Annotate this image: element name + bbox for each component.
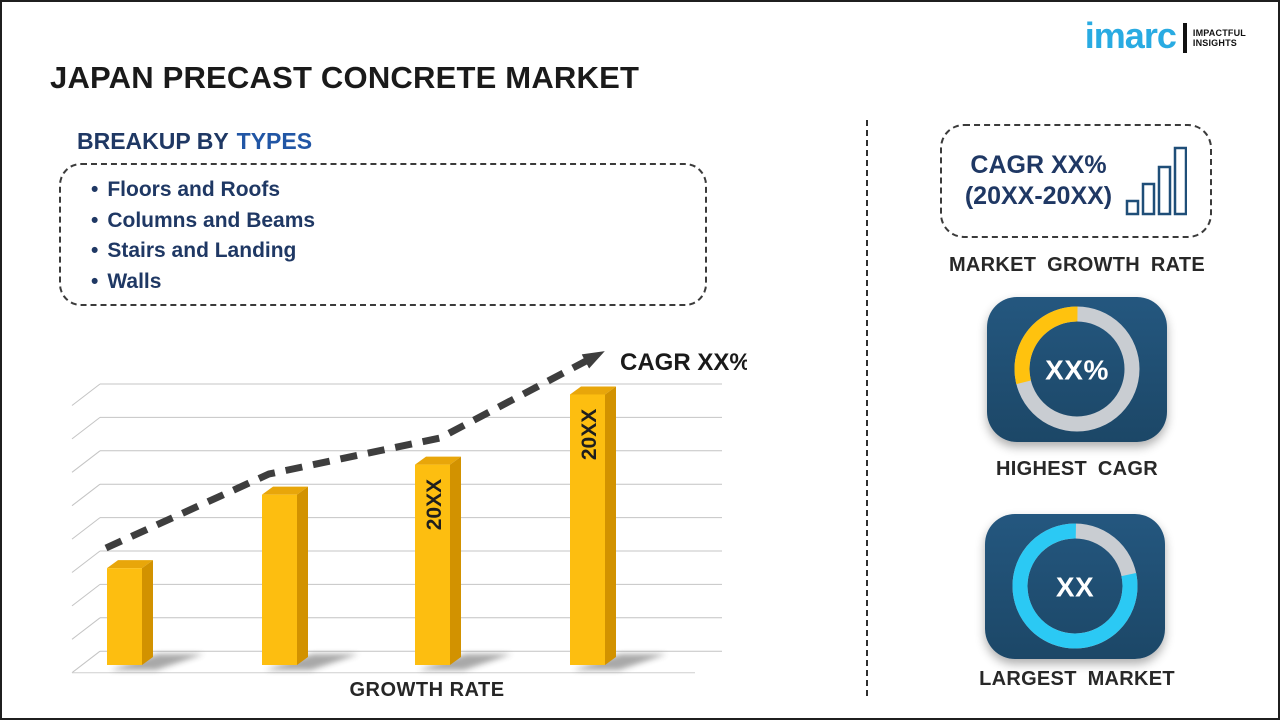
gridline-depth-tick (71, 650, 101, 674)
growth-rate-chart: 20XX 20XX CAGR XX% (47, 337, 751, 697)
growth-bars-icon (1125, 146, 1188, 216)
trend-dashed-arrow (104, 351, 605, 552)
list-item-label: Columns and Beams (107, 208, 316, 232)
list-item-label: Floors and Roofs (107, 178, 281, 201)
bar-label: 20XX (423, 479, 446, 530)
cagr-box-line1: CAGR XX% (970, 151, 1107, 179)
breakup-heading-prefix: BREAKUP BY (77, 128, 229, 154)
donut-ring-segment (1014, 306, 1140, 432)
chart-gridlines (71, 383, 722, 674)
market-growth-rate-box: CAGR XX% (20XX-20XX) (940, 124, 1212, 238)
trend-label: CAGR XX% (620, 349, 747, 376)
donut-center-value: XX% (1045, 355, 1109, 386)
highest-cagr-donut-chart: XX% (1014, 306, 1140, 432)
chart-bars: 20XX 20XX (107, 386, 667, 670)
bullet-icon: • (91, 269, 99, 293)
logo-brand-text: imarc (1084, 15, 1177, 56)
donut-ring-segment (1012, 523, 1138, 649)
breakup-heading: BREAKUP BY TYPES (77, 128, 312, 155)
bar-shadow (418, 654, 512, 670)
bar-top-face (415, 456, 461, 465)
market-growth-rate-caption: MARKET GROWTH RATE (948, 254, 1206, 276)
gridline-depth-tick (71, 584, 101, 607)
bar-chart-svg: 20XX 20XX CAGR XX% (71, 349, 751, 674)
bar-shadow (573, 654, 667, 670)
gridline-depth-tick (71, 550, 101, 573)
gridline-depth-tick (71, 617, 101, 640)
bar-top-face (262, 486, 308, 495)
logo-tagline-line2: INSIGHTS (1192, 38, 1237, 48)
list-item-label: Walls (107, 269, 162, 293)
chart-xaxis-label: GROWTH RATE (349, 679, 505, 701)
largest-market-donut-chart: XX (1012, 523, 1138, 649)
gridline-depth-tick (71, 450, 101, 473)
bullet-icon: • (91, 239, 99, 262)
logo-tagline: IMPACTFUL INSIGHTS (1193, 28, 1246, 48)
cagr-box-line2: (20XX-20XX) (964, 182, 1113, 210)
bar-front-face (570, 394, 605, 665)
logo-tagline-line1: IMPACTFUL (1192, 28, 1246, 38)
bar-side-face (142, 560, 153, 665)
highest-cagr-caption: HIGHEST CAGR (996, 458, 1158, 480)
list-item: • Walls (91, 267, 705, 298)
breakup-heading-highlight: TYPES (236, 128, 313, 154)
bar-shadow (265, 654, 359, 670)
list-item: • Stairs and Landing (91, 236, 705, 267)
bar-label: 20XX (578, 409, 601, 460)
cagr-box-text: CAGR XX% (20XX-20XX) (965, 150, 1112, 212)
page-title: JAPAN PRECAST CONCRETE MARKET (50, 60, 640, 95)
logo-divider-bar (1182, 23, 1187, 53)
bar-front-face (415, 464, 450, 665)
largest-market-tile: XX (985, 514, 1165, 659)
section-divider (866, 120, 868, 699)
highest-cagr-tile: XX% (987, 297, 1167, 442)
breakup-list-box: • Floors and Roofs • Columns and Beams • St… (59, 163, 707, 306)
bar-shadow (110, 654, 204, 670)
bar-side-face (297, 486, 308, 665)
imarc-logo: imarc IMPACTFUL INSIGHTS (1085, 18, 1246, 54)
bullet-icon: • (91, 178, 99, 201)
list-item-label: Stairs and Landing (107, 239, 297, 262)
bar-top-face (107, 560, 153, 569)
largest-market-caption: LARGEST MARKET (979, 668, 1175, 690)
bar-side-face (605, 386, 616, 665)
donut-center-value: XX (1056, 572, 1094, 603)
list-item: • Floors and Roofs (91, 175, 705, 206)
bar-front-face (107, 568, 142, 665)
bar-side-face (450, 456, 461, 665)
gridline-depth-tick (71, 483, 101, 507)
gridline-depth-tick (71, 517, 101, 540)
bar-front-face (262, 494, 297, 665)
gridline-depth-tick (71, 417, 101, 440)
bullet-icon: • (91, 208, 99, 232)
bar-top-face (570, 386, 616, 395)
list-item: • Columns and Beams (91, 206, 705, 237)
gridline-depth-tick (71, 383, 101, 406)
